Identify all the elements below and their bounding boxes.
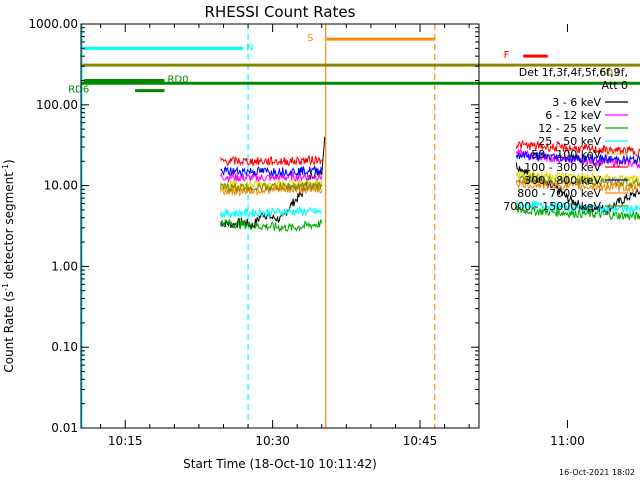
y-label-end: ) [2, 159, 16, 164]
y-label-sup2: -1 [1, 164, 10, 172]
x-tick-label: 11:00 [550, 434, 585, 448]
series-line-25-50-kev [515, 199, 640, 216]
series-line-100-300-kev [220, 154, 323, 167]
series-line-3-6-kev [515, 162, 640, 216]
series-line-300-800-kev [220, 164, 323, 177]
series-line-25-50-kev [220, 206, 323, 219]
legend-label-50-100-kev: 50 - 100 keV [531, 148, 601, 161]
series-line-800-7000-kev [515, 178, 640, 194]
flag-label-rd0: RD0 [167, 74, 188, 85]
series-line-100-300-kev [515, 139, 640, 157]
y-tick-label: 1000.00 [28, 17, 78, 31]
series-line-7000-15000-kev [220, 181, 323, 194]
legend-label-7000-15000-kev: 7000 - 15000 keV [503, 200, 601, 213]
footer-timestamp: 16-Oct-2021 18:02 [559, 468, 635, 477]
x-axis-label: Start Time (18-Oct-10 10:11:42) [183, 457, 377, 471]
y-label-sup1: -1 [1, 283, 10, 291]
data-layer [81, 24, 640, 428]
axes: 1000.00 100.00 10.00 1.00 0.10 0.01 10:15 10:30… [28, 17, 585, 448]
legend-header-attenuator: Att 0 [602, 79, 628, 92]
flag-bars: NSFFD1FD2RD0RD6 [68, 33, 640, 96]
x-tick-label: 10:15 [108, 434, 143, 448]
y-tick-label: 1.00 [51, 259, 78, 273]
y-tick-label: 100.00 [36, 98, 78, 112]
series-line-7000-15000-kev [515, 173, 640, 188]
legend-label-6-12-kev: 6 - 12 keV [545, 109, 601, 122]
legend: Det 1f,3f,4f,5f,6f,9f, Att 0 3 - 6 keV6 … [503, 66, 628, 213]
flag-label-n: N [246, 42, 253, 53]
x-tick-label: 10:30 [255, 434, 290, 448]
legend-header-detectors: Det 1f,3f,4f,5f,6f,9f, [519, 66, 628, 79]
flag-label-s: S [307, 33, 313, 44]
y-tick-label: 10.00 [44, 179, 78, 193]
y-label-mid: detector segment [2, 172, 16, 283]
legend-label-12-25-kev: 12 - 25 keV [538, 122, 601, 135]
series-line-12-25-kev [515, 204, 640, 221]
flag-label-f: F [504, 50, 510, 61]
legend-label-3-6-kev: 3 - 6 keV [552, 96, 601, 109]
series-line-6-12-kev [220, 170, 323, 184]
legend-label-300-800-kev: 300 - 800 keV [524, 174, 601, 187]
flag-label-fd2: FD2 [600, 67, 620, 78]
y-tick-label: 0.01 [51, 421, 78, 435]
legend-label-100-300-kev: 100 - 300 keV [524, 161, 601, 174]
y-tick-label: 0.10 [51, 340, 78, 354]
series-line-300-800-kev [515, 151, 640, 165]
chart-title: RHESSI Count Rates [205, 3, 356, 21]
x-tick-label: 10:45 [403, 434, 438, 448]
y-axis-label: Count Rate (s-1 detector segment-1) [1, 159, 16, 372]
flag-label-rd6: RD6 [68, 85, 89, 96]
plot-frame [80, 23, 480, 429]
series-line-50-100-kev [515, 170, 640, 185]
legend-label-800-7000-kev: 800 - 7000 keV [517, 187, 601, 200]
y-label-main: Count Rate (s [2, 291, 16, 373]
series-line-12-25-kev [220, 218, 323, 233]
legend-label-25-50-kev: 25 - 50 keV [538, 135, 601, 148]
